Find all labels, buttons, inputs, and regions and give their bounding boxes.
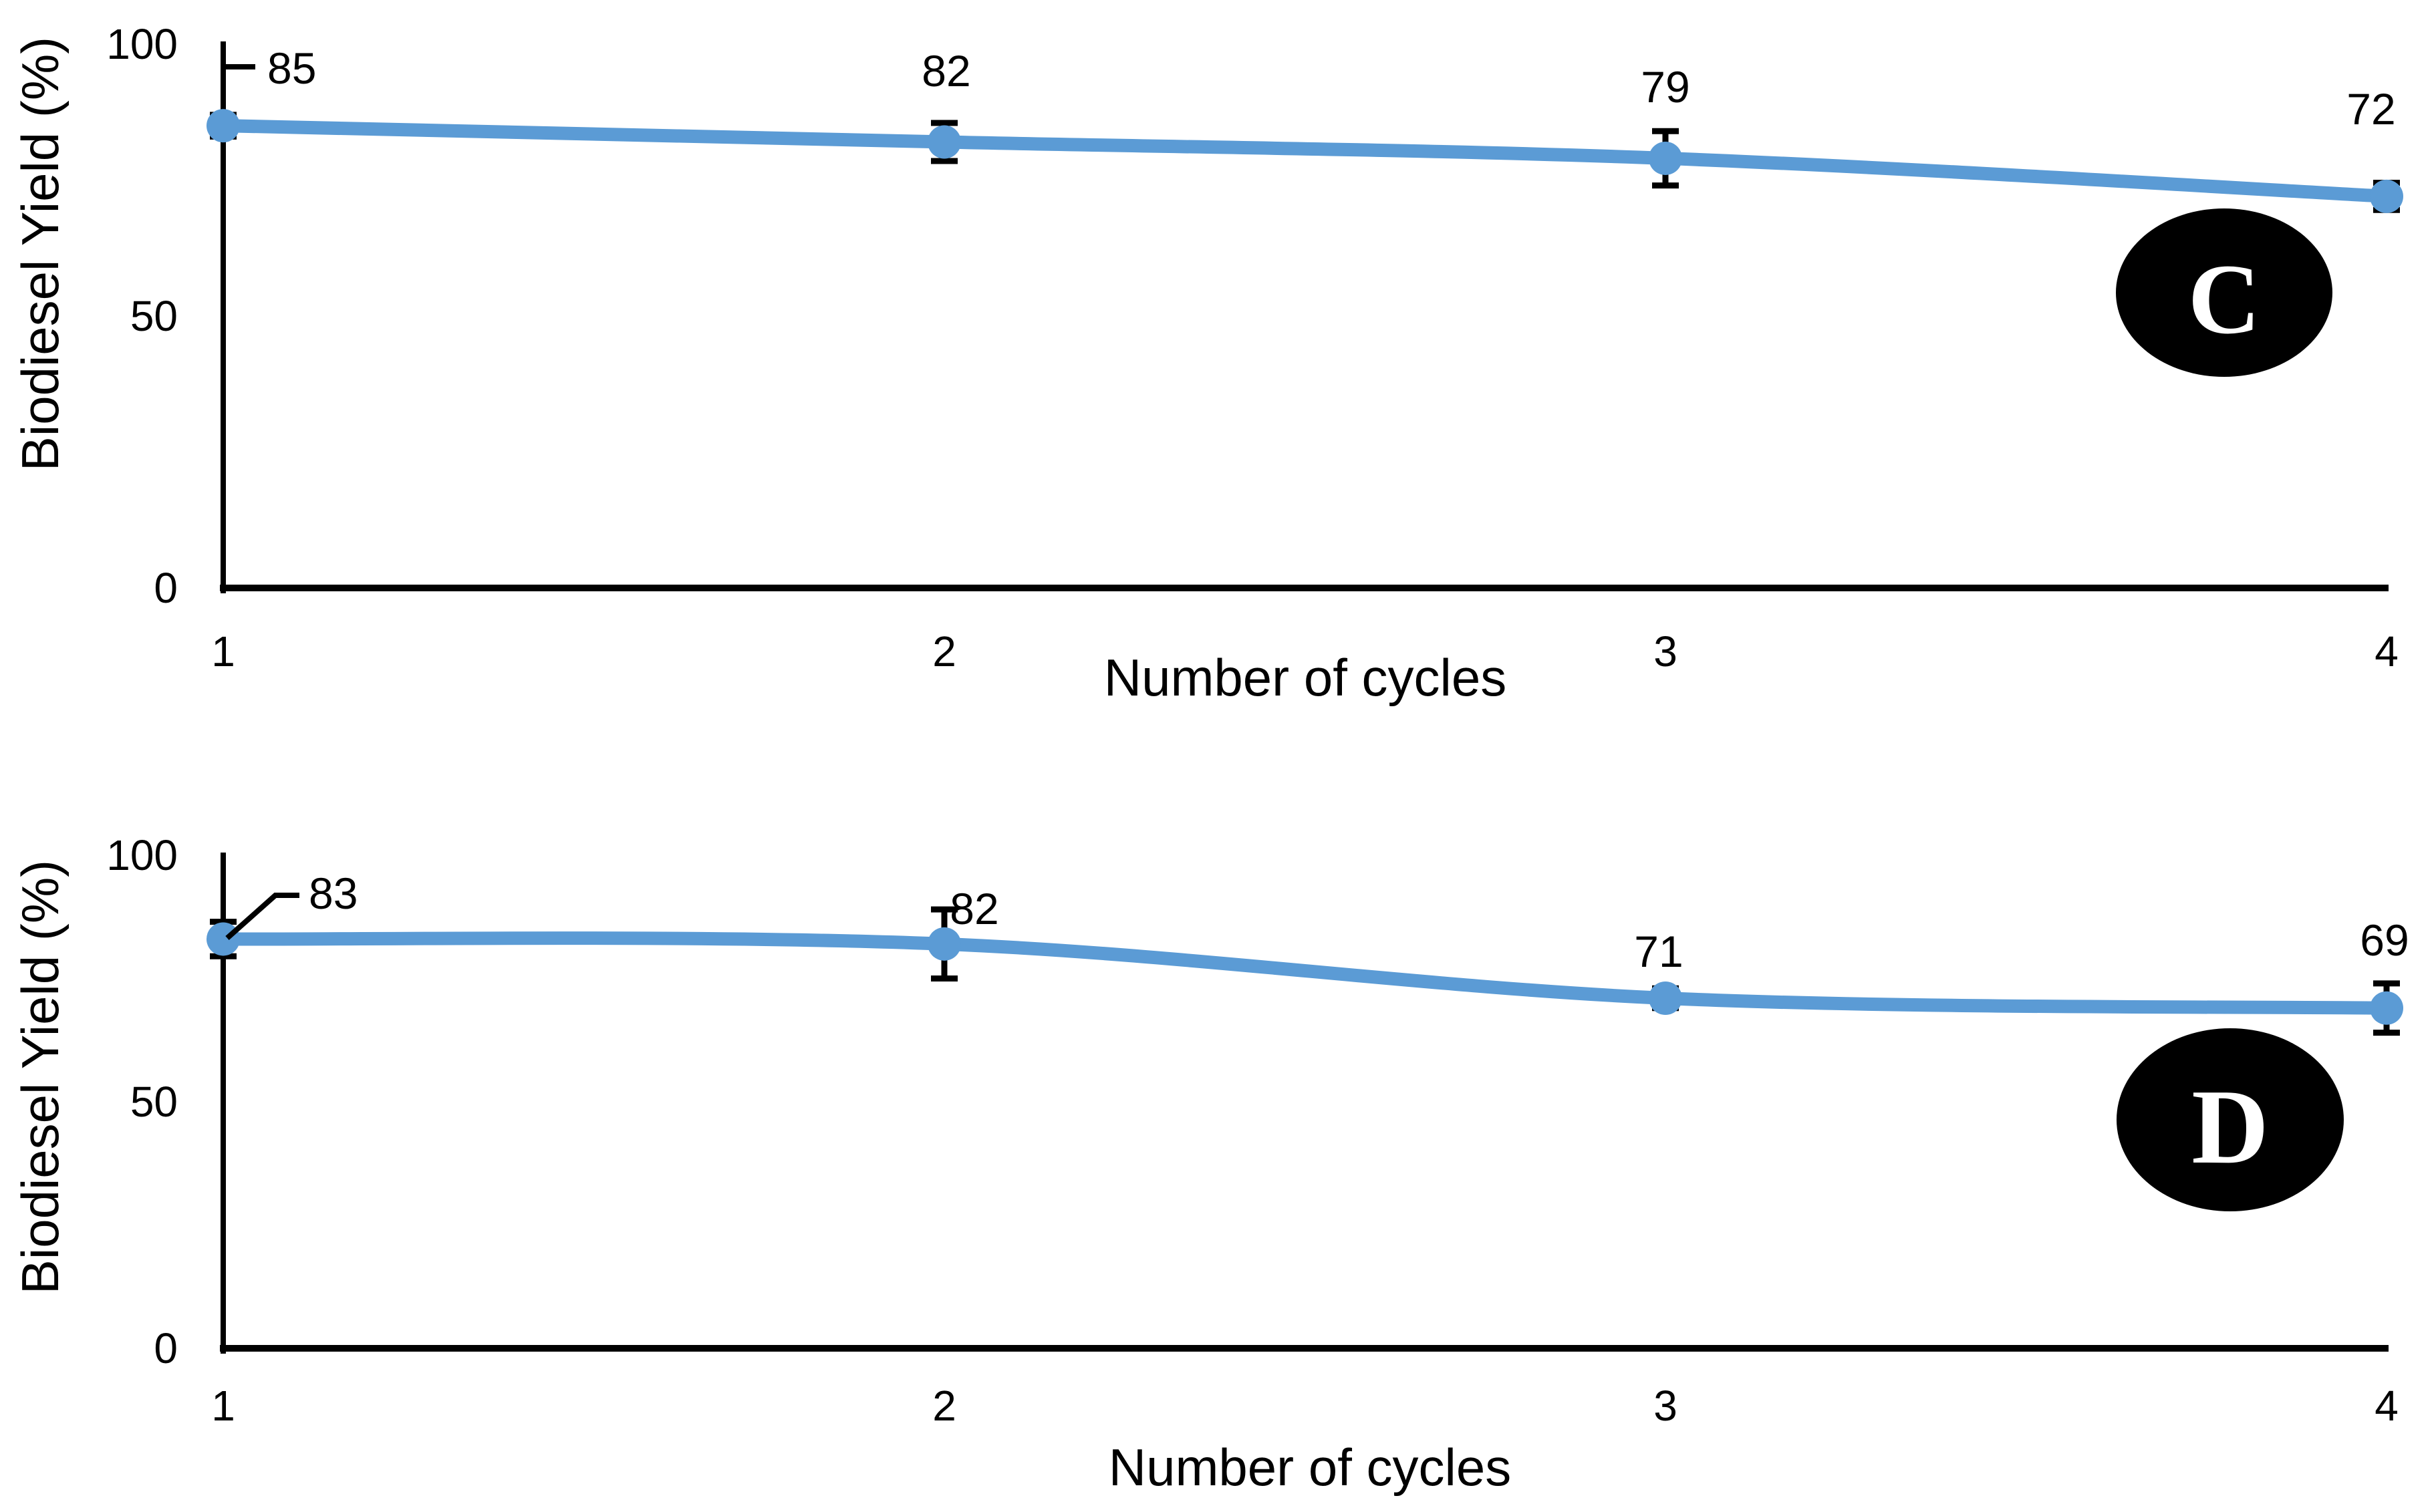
series-line	[217, 931, 2393, 1015]
series-line	[217, 119, 2393, 203]
x-tick-label: 1	[211, 1382, 235, 1430]
x-tick-label: 2	[932, 1382, 956, 1430]
y-axis-title: Biodiesel Yield (%)	[11, 37, 70, 471]
y-tick-label: 50	[130, 1078, 178, 1126]
data-point-marker	[2370, 991, 2403, 1025]
data-label: 79	[1641, 62, 1689, 112]
x-tick-label: 3	[1653, 1382, 1677, 1430]
x-axis-title: Number of cycles	[1104, 648, 1507, 707]
data-point-marker	[928, 125, 961, 159]
data-label: 72	[2346, 84, 2395, 134]
data-point-marker	[1649, 141, 1682, 175]
data-point-marker	[207, 922, 240, 956]
data-label: 82	[922, 46, 970, 96]
y-tick-label: 0	[154, 564, 178, 612]
x-tick-label: 4	[2375, 1382, 2399, 1430]
panel-badge-circle	[2116, 208, 2332, 377]
data-point-marker	[928, 927, 961, 961]
y-tick-label: 0	[154, 1324, 178, 1372]
data-point-marker	[207, 109, 240, 143]
x-tick-label: 3	[1653, 627, 1677, 675]
x-axis-title: Number of cycles	[1109, 1438, 1512, 1497]
data-label-leader-line	[225, 893, 299, 940]
y-tick-label: 100	[106, 20, 178, 68]
data-point-marker	[2370, 179, 2403, 213]
chart-panel-c: 0 50 100 1 2 3 4 Number of cycles Biodiesel Yiel…	[11, 20, 2403, 707]
data-label: 85	[267, 43, 316, 93]
data-label: 69	[2360, 915, 2409, 965]
x-tick-label: 4	[2375, 627, 2399, 675]
data-label: 83	[309, 869, 358, 918]
y-axis-title: Biodiesel Yield (%)	[11, 860, 70, 1294]
chart-panel-d: 0 50 100 1 2 3 4 Number of cycles Biodiesel Yiel…	[11, 831, 2409, 1497]
x-tick-label: 1	[211, 627, 235, 675]
y-tick-label: 100	[106, 831, 178, 879]
y-tick-label: 50	[130, 292, 178, 340]
x-tick-label: 2	[932, 627, 956, 675]
data-label: 71	[1634, 927, 1683, 976]
data-point-marker	[1649, 981, 1682, 1016]
data-label: 82	[950, 884, 998, 933]
panel-badge-circle	[2117, 1028, 2344, 1211]
panel-badge-letter: D	[2191, 1067, 2269, 1186]
panel-badge-letter: C	[2188, 244, 2260, 355]
